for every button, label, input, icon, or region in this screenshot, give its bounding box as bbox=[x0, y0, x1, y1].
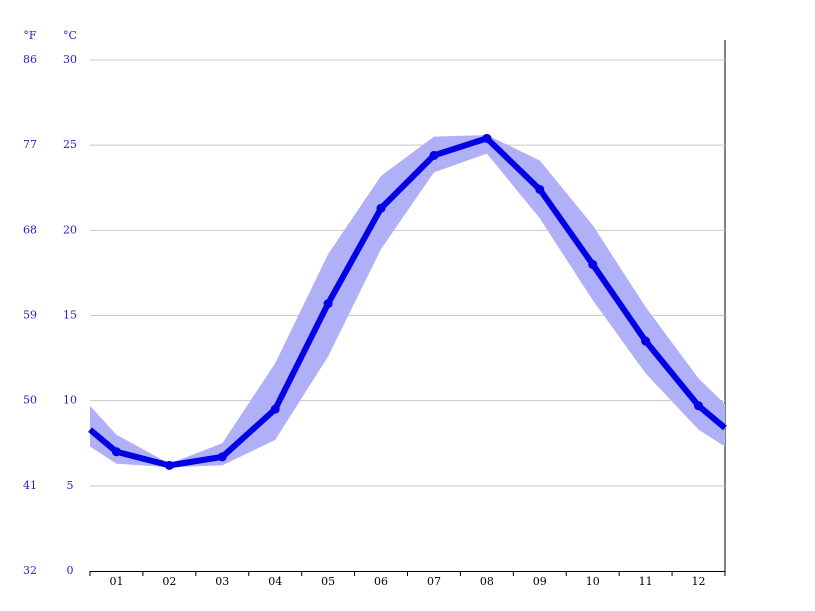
point bbox=[217, 452, 227, 462]
x-tick-label: 10 bbox=[586, 575, 600, 588]
y2-tick-label: 86 bbox=[23, 53, 37, 66]
point bbox=[482, 133, 492, 143]
x-tick-label: 07 bbox=[427, 575, 441, 588]
x-tick-label: 09 bbox=[533, 575, 547, 588]
y2-tick-label: 50 bbox=[23, 394, 37, 407]
x-tick-label: 02 bbox=[162, 575, 176, 588]
x-tick-label: 12 bbox=[692, 575, 706, 588]
point bbox=[323, 299, 333, 309]
range-band bbox=[90, 134, 725, 468]
x-tick-label: 06 bbox=[374, 575, 388, 588]
y-axis-label: °C bbox=[63, 29, 77, 42]
y2-tick-label: 77 bbox=[23, 138, 37, 151]
point bbox=[641, 336, 651, 346]
y-tick-label: 15 bbox=[63, 309, 77, 322]
y2-tick-label: 32 bbox=[23, 564, 37, 577]
x-tick-label: 08 bbox=[480, 575, 494, 588]
line bbox=[88, 135, 727, 469]
point bbox=[535, 184, 545, 194]
y-tick-label: 25 bbox=[63, 138, 77, 151]
y2-tick-label: 68 bbox=[23, 223, 37, 236]
point bbox=[270, 404, 280, 414]
x-tick-label: 11 bbox=[639, 575, 653, 588]
x-tick-label: 04 bbox=[268, 575, 282, 588]
y-tick-label: 0 bbox=[67, 564, 74, 577]
point bbox=[164, 460, 174, 470]
y-tick-label: 30 bbox=[63, 53, 77, 66]
y-tick-label: 10 bbox=[63, 394, 77, 407]
point bbox=[694, 401, 704, 411]
x-tick-label: 05 bbox=[321, 575, 335, 588]
x-tick-label: 03 bbox=[215, 575, 229, 588]
point bbox=[588, 259, 598, 269]
y2-axis-label: °F bbox=[23, 29, 37, 42]
point bbox=[111, 447, 121, 457]
y-tick-label: 20 bbox=[63, 223, 77, 236]
x-tick-label: 01 bbox=[109, 575, 123, 588]
y-tick-label: 5 bbox=[67, 479, 74, 492]
point bbox=[376, 203, 386, 213]
y2-tick-label: 59 bbox=[23, 309, 37, 322]
point bbox=[429, 150, 439, 160]
y2-tick-label: 41 bbox=[23, 479, 37, 492]
